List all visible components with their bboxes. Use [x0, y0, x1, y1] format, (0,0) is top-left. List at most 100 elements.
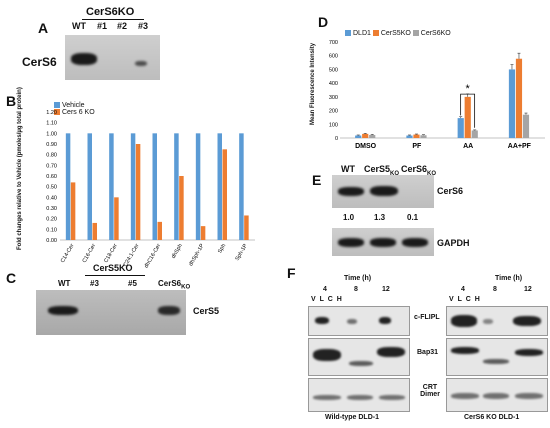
x-tick-label: PF	[412, 143, 422, 150]
y-tick-label: 700	[329, 40, 338, 46]
y-tick-label: 0.30	[46, 206, 57, 212]
bar-cers-6-ko	[135, 144, 141, 240]
band	[313, 395, 341, 400]
panel-c-blot	[36, 290, 186, 335]
bar-cers-6-ko	[157, 221, 162, 240]
band	[315, 317, 329, 324]
panel-a-band-wt	[71, 53, 97, 65]
y-tick-label: 600	[329, 54, 338, 60]
panel-e-lane-cers5: CerS5KO	[364, 164, 400, 177]
panel-f-right-tp-8: 8	[493, 286, 497, 293]
x-tick-label: DMSO	[355, 143, 377, 150]
bar-vehicle	[217, 133, 222, 240]
x-tick-label: dhC16-Cer	[144, 243, 163, 269]
bar-vehicle	[174, 133, 179, 240]
panel-e-row-cers6: CerS6	[437, 186, 464, 196]
bar-dld1	[355, 135, 362, 138]
band	[379, 395, 405, 400]
band	[515, 349, 543, 356]
y-tick-label: 0	[335, 136, 338, 142]
panel-f-left-blot-bap31	[308, 338, 410, 376]
y-tick-label: 0.60	[46, 174, 57, 180]
panel-f-right-blot-bap31	[446, 338, 548, 376]
bar-vehicle	[239, 133, 244, 240]
y-tick-label: 0.50	[46, 185, 57, 191]
panel-a-row-label: CerS6	[22, 55, 57, 69]
y-tick-label: 0.40	[46, 195, 57, 201]
x-tick-label: AA	[463, 143, 473, 150]
panel-f-left-blot-crt	[308, 378, 410, 412]
x-tick-label: Sph-1P	[235, 243, 250, 262]
panel-c-lane-cers6: CerS6KO	[158, 279, 191, 291]
bar-vehicle	[109, 133, 114, 240]
x-tick-label: dhSph-1P	[188, 243, 206, 267]
panel-e-lane-cers6: CerS6KO	[401, 164, 437, 177]
x-tick-label: C16-Cer	[82, 243, 98, 264]
panel-f-label: F	[287, 265, 296, 281]
bar-cers-6-ko	[70, 182, 76, 240]
panel-c-band-wt	[48, 306, 78, 315]
bar-dld1	[508, 69, 516, 138]
panel-b-legend-ko: Cers 6 KO	[54, 109, 95, 116]
bar-cers-6-ko	[179, 176, 184, 240]
panel-e-value-wt: 1.0	[343, 213, 355, 222]
panel-c-label: C	[6, 270, 17, 286]
panel-f-left-tp-8: 8	[354, 286, 358, 293]
panel-f-right-blot-crt	[446, 378, 548, 412]
panel-e-label: E	[312, 172, 322, 188]
panel-d-legend-cers5ko: CerS5KO	[372, 30, 411, 37]
panel-d-legend-dld1: DLD1	[345, 30, 371, 37]
y-tick-label: 500	[329, 67, 338, 73]
panel-f-right-blot-cflip	[446, 306, 548, 336]
panel-f-left-time: Time (h)	[344, 275, 372, 282]
bar-cers6ko	[471, 130, 478, 138]
bar-cers6ko	[369, 134, 376, 138]
x-tick-label: dhSph	[171, 243, 184, 260]
panel-b-legend-vehicle: Vehicle	[54, 102, 95, 109]
panel-c-band-cers6	[158, 306, 180, 315]
panel-a-header-line	[82, 19, 144, 20]
band	[515, 393, 543, 399]
panel-e-blot-cers6	[332, 175, 434, 208]
panel-c-lane-wt: WT	[58, 279, 71, 288]
panel-c-header: CerS5KO	[93, 263, 133, 273]
panel-d-label: D	[318, 14, 329, 30]
panel-a-label: A	[38, 20, 49, 36]
bar-vehicle	[87, 133, 92, 240]
y-tick-label: 1.00	[46, 131, 57, 137]
bar-cers6ko	[522, 114, 530, 138]
bar-cers-6-ko	[114, 197, 119, 240]
band	[483, 393, 509, 399]
panel-a-lane-3: #3	[138, 21, 149, 31]
panel-f-left-tp-4: 4	[323, 286, 327, 293]
panel-f-caption-right: CerS6 KO DLD-1	[464, 414, 520, 421]
panel-f-right-tp-4: 4	[461, 286, 465, 293]
significance-star: *	[465, 83, 470, 95]
bar-cers5ko	[464, 96, 471, 138]
panel-f-left-blot-cflip	[308, 306, 410, 336]
panel-e-band-wt	[338, 187, 364, 196]
panel-a-lane-2: #2	[117, 21, 128, 31]
y-tick-label: 0.70	[46, 163, 57, 169]
significance-bracket	[460, 93, 476, 128]
panel-f-left-tp-12: 12	[382, 286, 390, 293]
bar-cers-6-ko	[200, 226, 206, 240]
panel-a-header: CerS6KO	[86, 6, 135, 18]
band	[513, 316, 541, 326]
x-tick-label: AA+PF	[508, 143, 532, 150]
panel-b-chart: 0.00 0.10 0.20 0.30 0.40 0.50 0.60 0.70 0.80 0.90…	[46, 110, 255, 269]
panel-d-legend-cers6ko: CerS6KO	[412, 30, 451, 37]
panel-e-band-cers5	[370, 186, 398, 196]
panel-e-band-gapdh-2	[370, 238, 396, 247]
band	[377, 347, 405, 357]
bar-cers5ko	[515, 58, 523, 138]
y-tick-label: 0.00	[46, 238, 57, 244]
band	[347, 319, 357, 324]
band	[349, 361, 373, 366]
panel-d-ylabel: Mean Fluorescence Intensity	[310, 42, 316, 125]
bar-cers6ko	[420, 135, 427, 138]
panel-b-legend: Vehicle Cers 6 KO	[54, 102, 95, 116]
bar-vehicle	[130, 133, 136, 240]
y-tick-label: 0.80	[46, 153, 57, 159]
panel-c-lane-5: #5	[128, 279, 137, 288]
